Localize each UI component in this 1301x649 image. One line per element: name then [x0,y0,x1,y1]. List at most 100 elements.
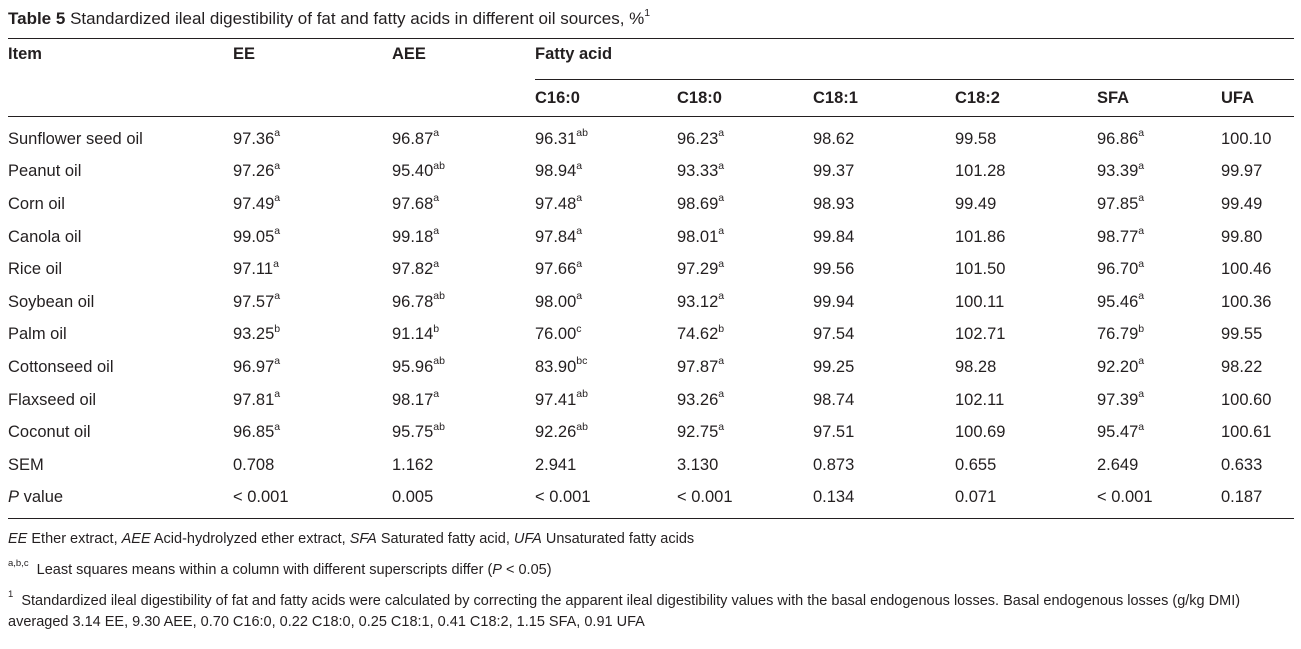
header-spacer [392,79,535,117]
cell-sfa: 93.39a [1097,156,1221,189]
cell-c160: 97.48a [535,188,677,221]
cell-c160-superscript: ab [576,127,588,140]
cell-sfa-value: 95.46 [1097,292,1139,311]
cell-ufa: 99.97 [1221,156,1294,189]
cell-item-label: Peanut oil [8,162,82,181]
cell-c182-value: 100.11 [955,292,1005,311]
cell-c181: 99.94 [813,286,955,319]
cell-c160-superscript: a [576,159,583,172]
cell-ee-value: 93.25 [233,325,275,344]
cell-c182: 0.071 [955,481,1097,520]
header-fatty-acid: Fatty acid [535,38,1295,80]
header-c181: C18:1 [813,79,955,117]
cell-c160-value: 96.31 [535,129,577,148]
footnote-1-text: Standardized ileal digestibility of fat … [8,593,1241,631]
cell-aee-superscript: ab [433,290,445,303]
cell-ee-superscript: a [274,388,281,401]
cell-item-label: Coconut oil [8,423,91,442]
cell-ufa-value: 99.97 [1221,162,1263,181]
cell-ufa-value: 0.187 [1221,488,1263,507]
cell-ufa-value: 99.55 [1221,325,1263,344]
superscript-note: a,b,c Least squares means within a colum… [8,559,1294,581]
cell-ee-value: 0.708 [233,455,275,474]
cell-sfa-superscript: a [1138,127,1145,140]
cell-c182: 102.11 [955,384,1097,417]
table-figure: Table 5 Standardized ileal digestibility… [8,0,1295,633]
cell-sfa-superscript: a [1138,159,1145,172]
cell-ee: 97.81a [233,384,392,417]
cell-ee: 97.57a [233,286,392,319]
cell-c181-value: 99.56 [813,260,855,279]
cell-c181: 99.25 [813,351,955,384]
cell-item-label: Rice oil [8,260,63,279]
cell-aee-value: 95.96 [392,357,434,376]
cell-ee: 97.36a [233,117,392,156]
abbr-definition: Unsaturated fatty acids [545,531,695,548]
cell-aee-value: 97.68 [392,194,434,213]
cell-sfa-value: 93.39 [1097,162,1139,181]
cell-c160: 97.84a [535,221,677,254]
cell-c180: 93.33a [677,156,813,189]
cell-c160-superscript: ab [576,388,588,401]
cell-c180: 93.26a [677,384,813,417]
cell-ufa-value: 100.36 [1221,292,1272,311]
superscript-note-text-2: < 0.05) [501,562,552,579]
cell-c180-superscript: b [718,322,725,335]
cell-c160: 92.26ab [535,416,677,449]
cell-c160-value: 97.66 [535,260,577,279]
cell-item-label: Corn oil [8,194,65,213]
cell-item-label: Palm oil [8,325,67,344]
cell-ee: 0.708 [233,449,392,482]
cell-item: Palm oil [8,319,233,352]
cell-c180: 98.69a [677,188,813,221]
cell-aee-superscript: a [433,257,440,270]
cell-c160-value: 98.00 [535,292,577,311]
cell-c182-value: 102.11 [955,390,1005,409]
cell-c180: < 0.001 [677,481,813,520]
cell-c160-value: 97.48 [535,194,577,213]
header-aee: AEE [392,38,535,80]
cell-item: Cottonseed oil [8,351,233,384]
cell-c160-value: < 0.001 [535,488,591,507]
cell-item: Coconut oil [8,416,233,449]
cell-c180: 3.130 [677,449,813,482]
cell-aee-value: 97.82 [392,260,434,279]
cell-item: Flaxseed oil [8,384,233,417]
cell-c180: 92.75a [677,416,813,449]
table-notes: EE Ether extract, AEE Acid-hydrolyzed et… [8,529,1294,633]
cell-c182: 101.28 [955,156,1097,189]
cell-c180-value: 98.69 [677,194,719,213]
cell-ee: 97.26a [233,156,392,189]
cell-c181-value: 97.54 [813,325,855,344]
cell-sfa: 92.20a [1097,351,1221,384]
header-spacer [8,79,233,117]
cell-item: P value [8,481,233,520]
cell-c181: 98.93 [813,188,955,221]
cell-sfa-value: 76.79 [1097,325,1139,344]
cell-aee: 95.96ab [392,351,535,384]
cell-sfa-superscript: a [1138,388,1145,401]
cell-c160-superscript: bc [576,355,588,368]
cell-c180-value: 92.75 [677,423,719,442]
cell-c160-value: 76.00 [535,325,577,344]
cell-c181-value: 99.84 [813,227,855,246]
cell-aee: 91.14b [392,319,535,352]
cell-c160-value: 83.90 [535,357,577,376]
cell-sfa-value: 96.70 [1097,260,1139,279]
cell-c160: 98.00a [535,286,677,319]
cell-c180-superscript: a [718,127,725,140]
cell-ee-superscript: a [274,420,281,433]
cell-item: SEM [8,449,233,482]
cell-item-label: Cottonseed oil [8,357,114,376]
cell-c182: 98.28 [955,351,1097,384]
cell-aee-value: 0.005 [392,488,434,507]
cell-ee: 96.85a [233,416,392,449]
cell-c160: < 0.001 [535,481,677,520]
cell-c182: 99.49 [955,188,1097,221]
cell-sfa: 97.85a [1097,188,1221,221]
cell-ee-value: 97.11 [233,260,274,279]
table-caption: Table 5 Standardized ileal digestibility… [8,0,1294,38]
cell-ee-superscript: a [274,159,281,172]
cell-sfa: < 0.001 [1097,481,1221,520]
cell-c181: 99.56 [813,253,955,286]
